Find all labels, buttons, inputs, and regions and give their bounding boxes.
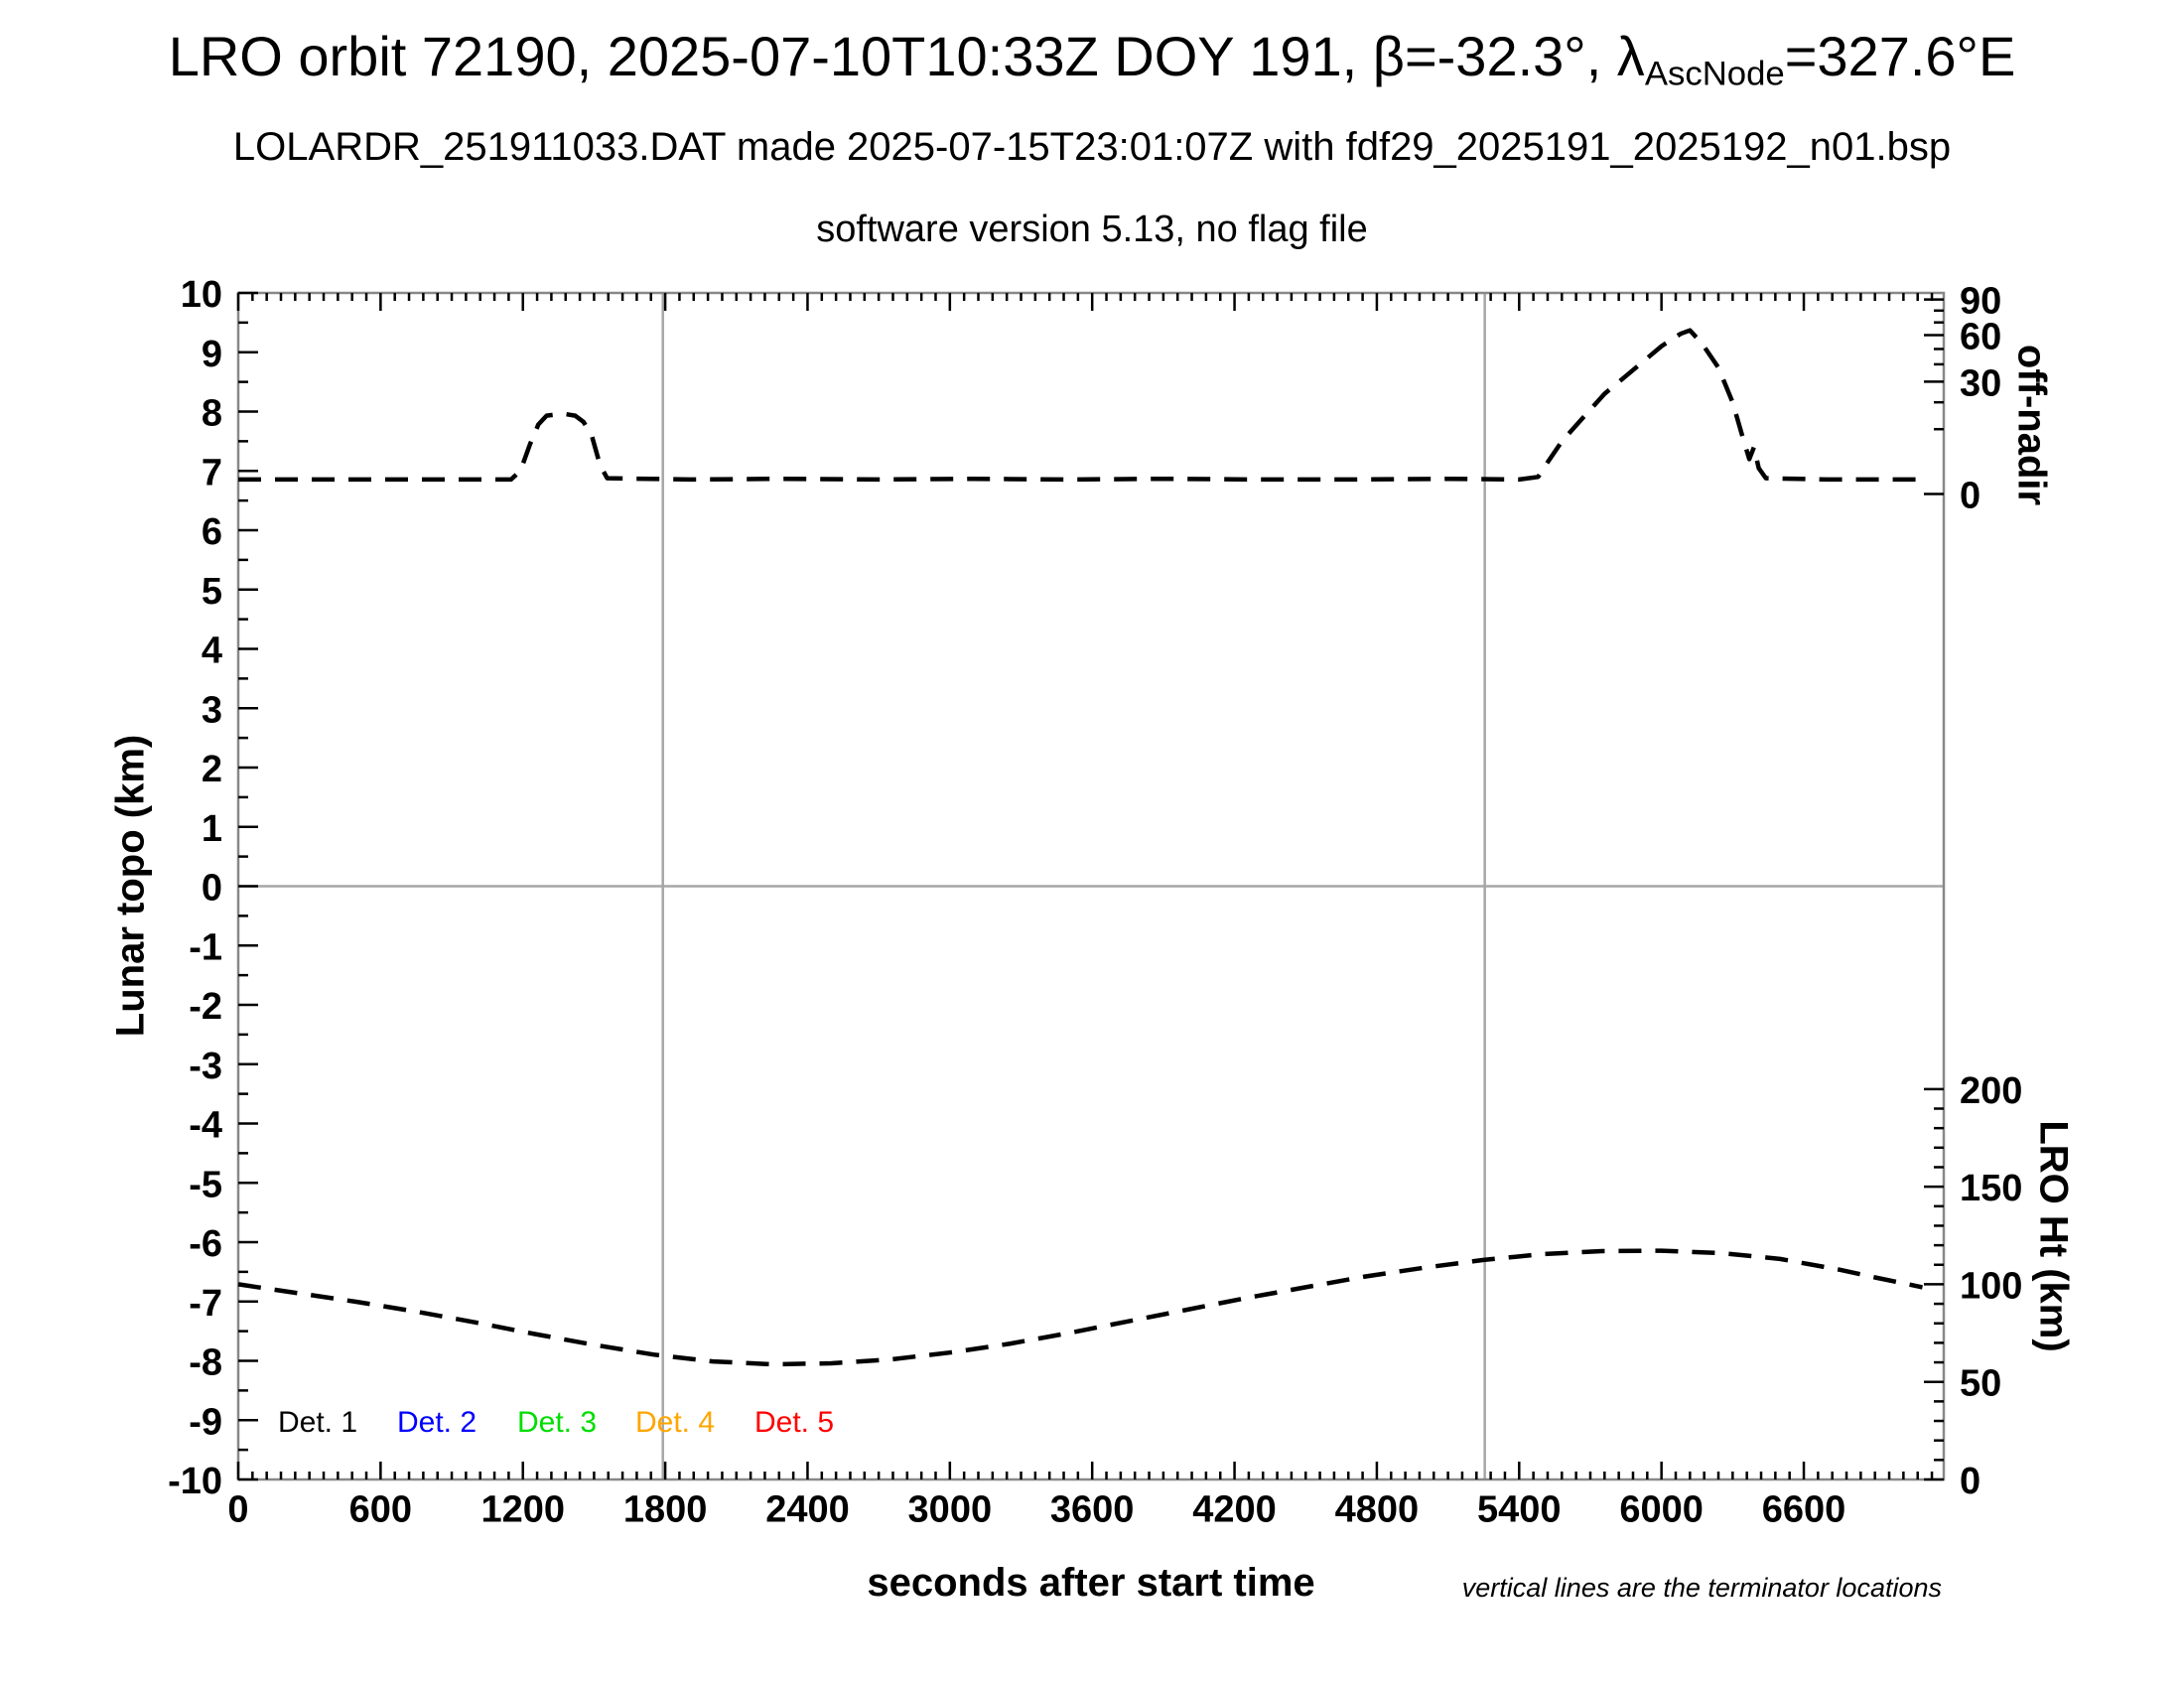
y-tick-label-left: 4	[202, 631, 222, 672]
title-subscript: AscNode	[1644, 55, 1785, 93]
x-tick-label: 0	[227, 1488, 248, 1530]
y-tick-label-left: 1	[202, 808, 222, 850]
curve-off-nadir-angle	[238, 328, 1923, 483]
lroht-tick-label: 0	[1960, 1461, 1980, 1502]
y-tick-label-left: 9	[202, 334, 222, 375]
offnadir-axis-title: off-nadir	[2009, 344, 2054, 506]
legend-item-det-1: Det. 1	[278, 1406, 358, 1439]
legend-item-det-5: Det. 5	[754, 1406, 835, 1439]
y-tick-label-left: -5	[189, 1164, 222, 1205]
subtitle-software-version: software version 5.13, no flag file	[816, 209, 1368, 250]
offnadir-tick-label: 0	[1960, 476, 1980, 517]
offnadir-tick-label: 90	[1960, 281, 2001, 323]
lroht-tick-label: 50	[1960, 1363, 2001, 1405]
x-tick-label: 4800	[1335, 1488, 1420, 1530]
subtitle-data-file: LOLARDR_251911033.DAT made 2025-07-15T23…	[232, 125, 1952, 169]
offnadir-tick-label: 30	[1960, 362, 2001, 404]
x-tick-label: 6000	[1619, 1488, 1704, 1530]
lroht-tick-label: 100	[1960, 1265, 2022, 1307]
legend-item-det-2: Det. 2	[397, 1406, 478, 1439]
y-tick-label-left: -4	[189, 1105, 222, 1147]
y-tick-label-left: -9	[189, 1401, 222, 1443]
left-y-axis-title: Lunar topo (km)	[108, 734, 153, 1038]
title-suffix: =327.6°E	[1784, 25, 2016, 87]
legend-item-det-3: Det. 3	[517, 1406, 598, 1439]
lro-height-axis-title: LRO Ht (km)	[2031, 1120, 2076, 1352]
y-tick-label-left: -6	[189, 1223, 222, 1265]
y-tick-label-left: -1	[189, 926, 222, 968]
y-tick-label-left: -3	[189, 1046, 222, 1087]
lroht-tick-label: 150	[1960, 1168, 2022, 1209]
x-tick-label: 600	[349, 1488, 412, 1530]
title-prefix: LRO orbit 72190, 2025-07-10T10:33Z DOY 1…	[168, 25, 1645, 87]
x-axis-title: seconds after start time	[867, 1561, 1315, 1605]
y-tick-label-left: 2	[202, 749, 222, 790]
y-tick-label-left: 8	[202, 393, 222, 435]
curve-LRO-height	[237, 1248, 1923, 1367]
y-tick-label-left: 7	[202, 452, 222, 493]
x-tick-label: 2400	[765, 1488, 850, 1530]
offnadir-tick-label: 60	[1960, 317, 2001, 358]
x-tick-label: 5400	[1477, 1488, 1562, 1530]
x-tick-label: 3000	[908, 1488, 993, 1530]
y-tick-label-left: 5	[202, 571, 222, 613]
y-tick-label-left: 0	[202, 868, 222, 910]
lroht-tick-label: 200	[1960, 1070, 2022, 1112]
x-tick-label: 3600	[1050, 1488, 1135, 1530]
y-tick-label-left: 6	[202, 511, 222, 553]
y-tick-label-left: 3	[202, 689, 222, 731]
y-tick-label-left: -8	[189, 1342, 222, 1384]
x-tick-label: 4200	[1192, 1488, 1277, 1530]
x-tick-label: 6600	[1762, 1488, 1846, 1530]
y-tick-label-left: -7	[189, 1283, 222, 1325]
legend-item-det-4: Det. 4	[635, 1406, 716, 1439]
x-tick-label: 1200	[480, 1488, 565, 1530]
y-tick-label-left: -2	[189, 986, 222, 1028]
page-title: LRO orbit 72190, 2025-07-10T10:33Z DOY 1…	[0, 24, 2184, 94]
x-tick-label: 1800	[623, 1488, 708, 1530]
terminator-footnote: vertical lines are the terminator locati…	[1461, 1573, 1942, 1603]
y-tick-label-left: -10	[168, 1461, 222, 1502]
y-tick-label-left: 10	[181, 274, 222, 316]
